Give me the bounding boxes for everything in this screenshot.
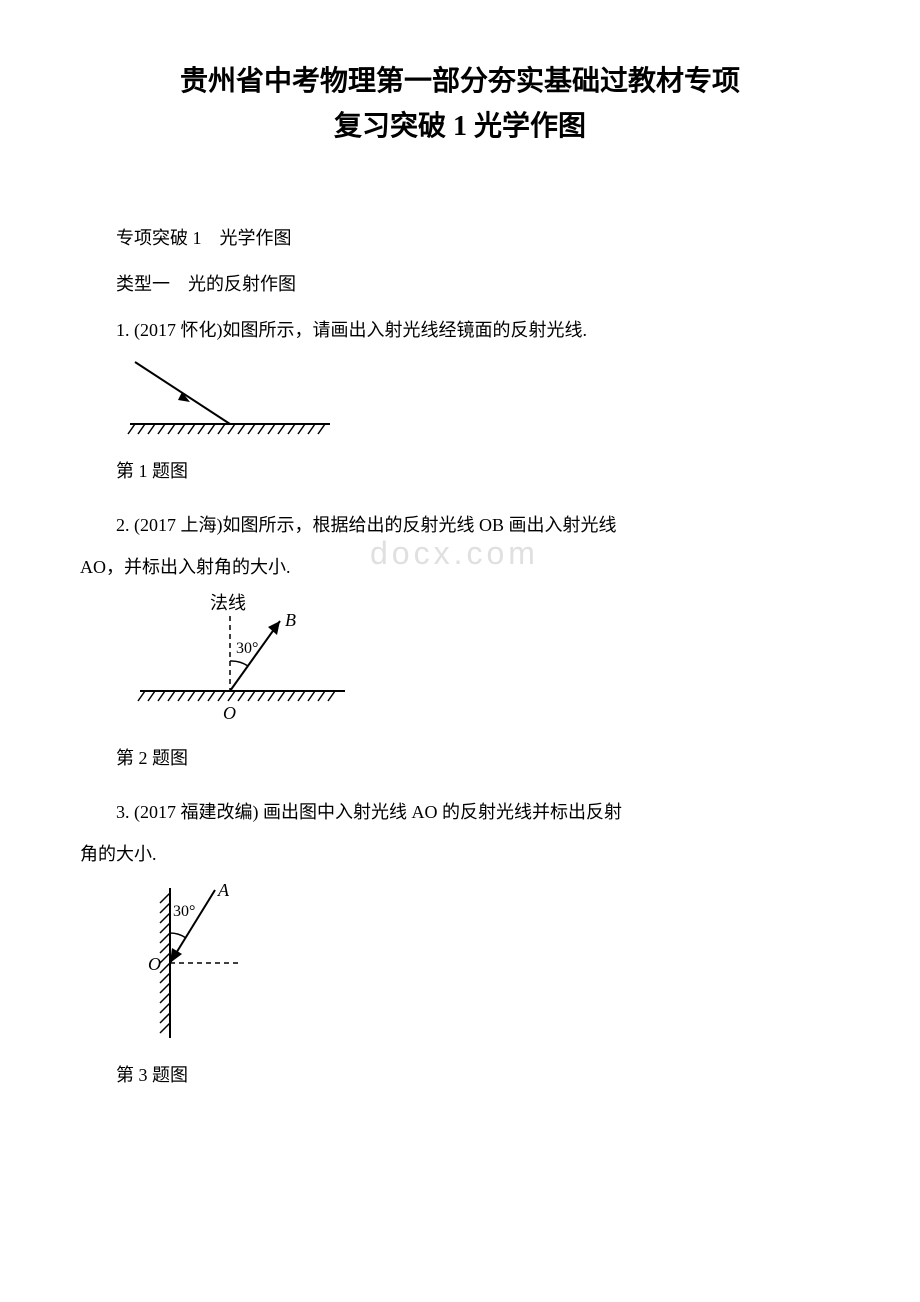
label-angle-30: 30°	[236, 640, 258, 657]
label-o: O	[223, 703, 236, 723]
label-a: A	[217, 880, 230, 900]
label-angle-30-fig3: 30°	[173, 903, 195, 920]
document-title: 贵州省中考物理第一部分夯实基础过教材专项 复习突破 1 光学作图	[80, 60, 840, 150]
type-label: 类型一 光的反射作图	[80, 266, 840, 302]
question-3-line-2: 角的大小.	[80, 836, 840, 872]
title-line-1: 贵州省中考物理第一部分夯实基础过教材专项	[80, 60, 840, 105]
label-o-fig3: O	[148, 954, 161, 974]
title-line-2: 复习突破 1 光学作图	[80, 105, 840, 150]
label-b: B	[285, 610, 296, 630]
label-faxian: 法线	[210, 593, 246, 613]
figure-2-caption: 第 2 题图	[80, 740, 840, 776]
figure-1-caption: 第 1 题图	[80, 453, 840, 489]
figure-3-caption: 第 3 题图	[80, 1057, 840, 1093]
question-2-line-2: AO，并标出入射角的大小.	[80, 549, 840, 585]
figure-3: A 30° O	[120, 878, 840, 1053]
question-1: 1. (2017 怀化)如图所示，请画出入射光线经镜面的反射光线.	[80, 312, 840, 348]
figure-2: 法线 B 30° O	[120, 591, 840, 736]
figure-1	[120, 354, 840, 449]
section-label: 专项突破 1 光学作图	[80, 220, 840, 256]
question-2-line-1: 2. (2017 上海)如图所示，根据给出的反射光线 OB 画出入射光线	[80, 507, 840, 543]
question-3-line-1: 3. (2017 福建改编) 画出图中入射光线 AO 的反射光线并标出反射	[80, 794, 840, 830]
